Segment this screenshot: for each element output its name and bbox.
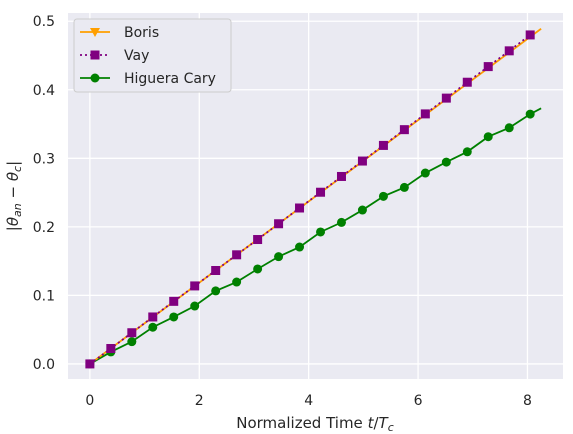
data-point-vay (441, 93, 451, 103)
data-point-vay (169, 296, 179, 306)
data-point-higuera-cary (169, 312, 179, 322)
x-tick-label: 4 (304, 393, 313, 409)
legend: Boris Vay Higuera Cary (73, 18, 232, 93)
data-point-higuera-cary (399, 182, 409, 192)
data-point-vay (462, 77, 472, 87)
y-tick-label: 0.3 (33, 151, 55, 167)
data-point-higuera-cary (441, 157, 451, 167)
data-point-higuera-cary (336, 217, 346, 227)
legend-label-boris: Boris (124, 25, 159, 41)
data-point-higuera-cary (357, 205, 367, 215)
data-point-higuera-cary (190, 301, 200, 311)
data-point-vay (295, 203, 305, 213)
data-point-vay (357, 156, 367, 166)
data-point-higuera-cary (253, 264, 263, 274)
legend-marker-vay (90, 50, 100, 60)
data-point-vay (127, 328, 137, 338)
data-point-vay (399, 125, 409, 135)
x-tick-label: 8 (523, 393, 532, 409)
data-point-vay (525, 30, 535, 40)
data-point-vay (336, 171, 346, 181)
legend-box (73, 18, 232, 93)
data-point-vay (274, 219, 284, 229)
data-point-vay (106, 344, 116, 353)
data-point-higuera-cary (504, 123, 514, 133)
series-line-vay (89, 34, 531, 365)
legend-label-vay: Vay (124, 48, 149, 64)
data-point-higuera-cary (274, 252, 284, 262)
data-point-higuera-cary (211, 286, 221, 296)
data-point-vay (504, 46, 514, 56)
data-point-vay (253, 235, 263, 245)
data-point-higuera-cary (148, 322, 158, 332)
y-tick-label: 0.5 (33, 14, 55, 30)
data-point-higuera-cary (127, 337, 137, 347)
x-axis-label: Normalized Time t/Tc (236, 414, 394, 434)
series-layer (85, 28, 542, 369)
data-point-vay (211, 266, 221, 276)
data-point-higuera-cary (316, 227, 326, 237)
y-tick-label: 0.0 (33, 357, 55, 373)
data-point-vay (85, 359, 95, 369)
legend-label-higuera-cary: Higuera Cary (124, 71, 216, 87)
x-tick-label: 6 (414, 393, 423, 409)
y-tick-label: 0.1 (33, 288, 55, 304)
data-point-vay (148, 312, 158, 322)
data-point-vay (190, 281, 200, 291)
y-tick-label: 0.2 (33, 220, 55, 236)
data-point-higuera-cary (232, 277, 242, 287)
data-point-higuera-cary (378, 191, 388, 201)
y-tick-label: 0.4 (33, 83, 55, 99)
legend-marker-boris (90, 28, 100, 37)
legend-marker-higuera-cary (90, 73, 100, 83)
data-point-vay (420, 109, 430, 119)
y-axis-label: |θan − θc| (4, 161, 24, 231)
grid-lines (68, 13, 563, 379)
x-tick-label: 0 (85, 393, 94, 409)
data-point-vay (378, 140, 388, 150)
data-point-higuera-cary (295, 242, 305, 252)
tick-labels: 0 2 4 6 8 0.0 0.1 0.2 0.3 0.4 0.5 (33, 14, 532, 409)
data-point-higuera-cary (525, 109, 535, 119)
data-point-vay (316, 187, 326, 197)
x-tick-label: 2 (195, 393, 204, 409)
data-point-higuera-cary (483, 132, 493, 142)
data-point-vay (232, 250, 242, 260)
data-point-higuera-cary (462, 147, 472, 157)
data-point-vay (483, 62, 493, 72)
data-point-higuera-cary (420, 168, 430, 178)
